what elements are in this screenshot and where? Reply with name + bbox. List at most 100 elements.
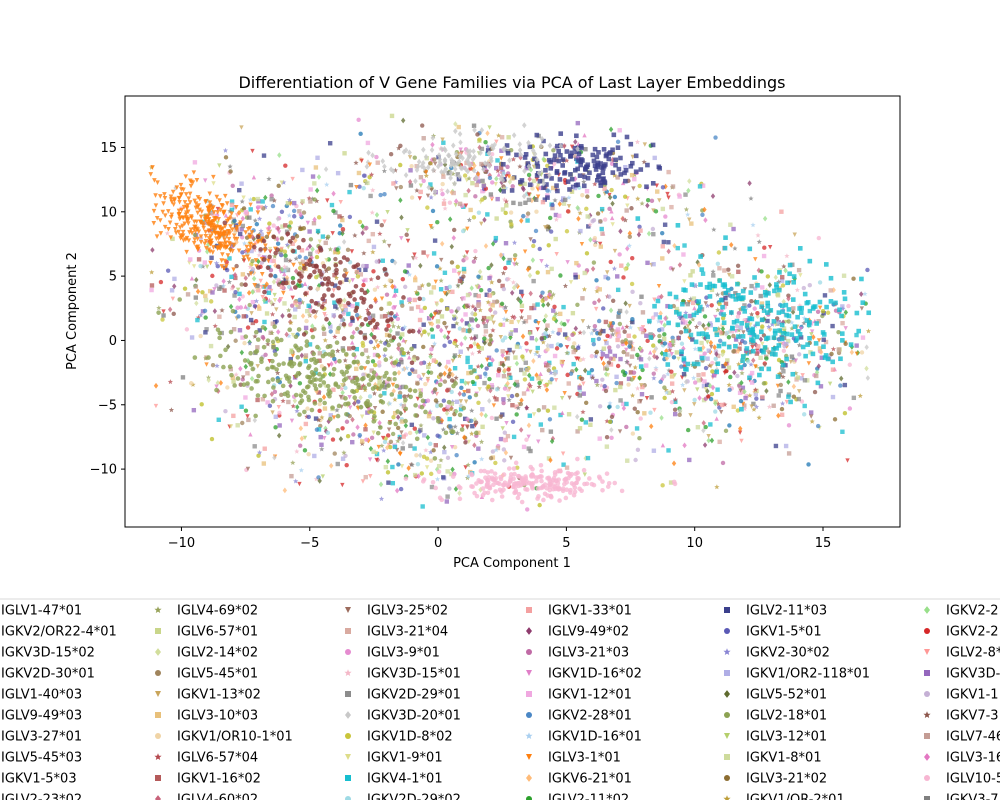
scatter-point — [669, 381, 675, 386]
scatter-point — [400, 419, 405, 424]
scatter-point — [256, 373, 261, 379]
legend-label: IGKV3D-20*01 — [367, 709, 461, 724]
scatter-point — [225, 253, 231, 258]
scatter-point — [595, 211, 601, 216]
scatter-point — [454, 343, 460, 349]
scatter-point — [315, 274, 320, 280]
scatter-point — [192, 237, 198, 242]
scatter-point — [356, 385, 362, 390]
scatter-point — [467, 395, 472, 400]
scatter-point — [311, 309, 316, 314]
scatter-point — [203, 330, 208, 335]
scatter-point — [608, 259, 613, 265]
scatter-point — [233, 204, 239, 210]
scatter-point — [272, 454, 277, 461]
scatter-point — [168, 214, 174, 220]
scatter-point — [273, 250, 278, 256]
scatter-point — [825, 310, 831, 315]
scatter-point — [442, 320, 447, 326]
scatter-point — [696, 308, 702, 314]
scatter-point — [306, 414, 312, 420]
scatter-point — [509, 319, 514, 325]
scatter-point — [466, 370, 471, 376]
scatter-point — [627, 230, 633, 237]
scatter-point — [794, 336, 800, 341]
scatter-point — [332, 451, 337, 456]
scatter-point — [194, 300, 199, 307]
legend-label: IGKV1-33*01 — [548, 604, 632, 619]
scatter-point — [816, 235, 822, 241]
scatter-point — [446, 399, 452, 405]
scatter-point — [224, 263, 229, 269]
scatter-point — [186, 221, 191, 226]
scatter-point — [786, 394, 791, 399]
scatter-point — [618, 228, 623, 235]
scatter-point — [293, 343, 298, 349]
scatter-point — [386, 383, 391, 388]
scatter-point — [319, 446, 325, 452]
scatter-point — [270, 377, 276, 382]
scatter-point — [335, 348, 341, 354]
scatter-point — [423, 447, 429, 453]
scatter-point — [400, 117, 406, 124]
scatter-point — [593, 306, 599, 312]
scatter-point — [631, 186, 636, 191]
scatter-point — [377, 386, 382, 391]
scatter-point — [459, 341, 464, 347]
scatter-point — [366, 382, 372, 387]
scatter-point — [389, 113, 395, 119]
scatter-point — [227, 163, 233, 169]
legend-marker — [924, 775, 930, 781]
scatter-point — [439, 146, 445, 153]
scatter-point — [240, 272, 246, 277]
scatter-point — [670, 342, 676, 348]
scatter-point — [240, 250, 245, 255]
legend-label: IGLV9-49*02 — [548, 625, 629, 640]
scatter-point — [666, 169, 671, 175]
scatter-point — [253, 298, 260, 304]
scatter-point — [537, 380, 542, 386]
scatter-point — [429, 471, 434, 477]
scatter-point — [759, 304, 764, 310]
scatter-point — [562, 170, 568, 175]
scatter-point — [434, 476, 441, 482]
scatter-point — [670, 335, 675, 340]
scatter-point — [548, 229, 554, 234]
scatter-point — [245, 254, 250, 260]
scatter-point — [821, 332, 827, 337]
scatter-point — [341, 372, 347, 377]
scatter-point — [471, 167, 477, 174]
scatter-point — [473, 292, 478, 298]
scatter-point — [286, 333, 292, 339]
scatter-point — [523, 200, 528, 205]
scatter-point — [487, 293, 492, 298]
scatter-point — [428, 290, 434, 295]
scatter-point — [339, 383, 345, 388]
scatter-point — [575, 182, 581, 188]
scatter-point — [246, 289, 252, 296]
scatter-point — [305, 374, 310, 380]
scatter-point — [766, 404, 772, 410]
scatter-point — [468, 207, 473, 213]
scatter-point — [586, 224, 591, 229]
scatter-point — [396, 362, 402, 368]
scatter-point — [796, 389, 802, 394]
scatter-point — [663, 214, 668, 219]
scatter-point — [446, 170, 451, 176]
scatter-point — [448, 162, 454, 169]
scatter-point — [529, 305, 534, 311]
scatter-point — [522, 377, 528, 382]
scatter-point — [767, 282, 773, 288]
scatter-point — [831, 287, 836, 293]
scatter-point — [670, 267, 676, 272]
scatter-point — [465, 359, 470, 365]
scatter-point — [461, 328, 466, 333]
legend-label: IGKV2D-30*01 — [1, 667, 95, 682]
scatter-point — [337, 214, 342, 219]
scatter-point — [348, 182, 354, 188]
scatter-point — [402, 324, 408, 330]
scatter-point — [710, 193, 716, 199]
scatter-point — [290, 332, 296, 338]
scatter-point — [335, 413, 341, 419]
scatter-point — [823, 262, 829, 267]
